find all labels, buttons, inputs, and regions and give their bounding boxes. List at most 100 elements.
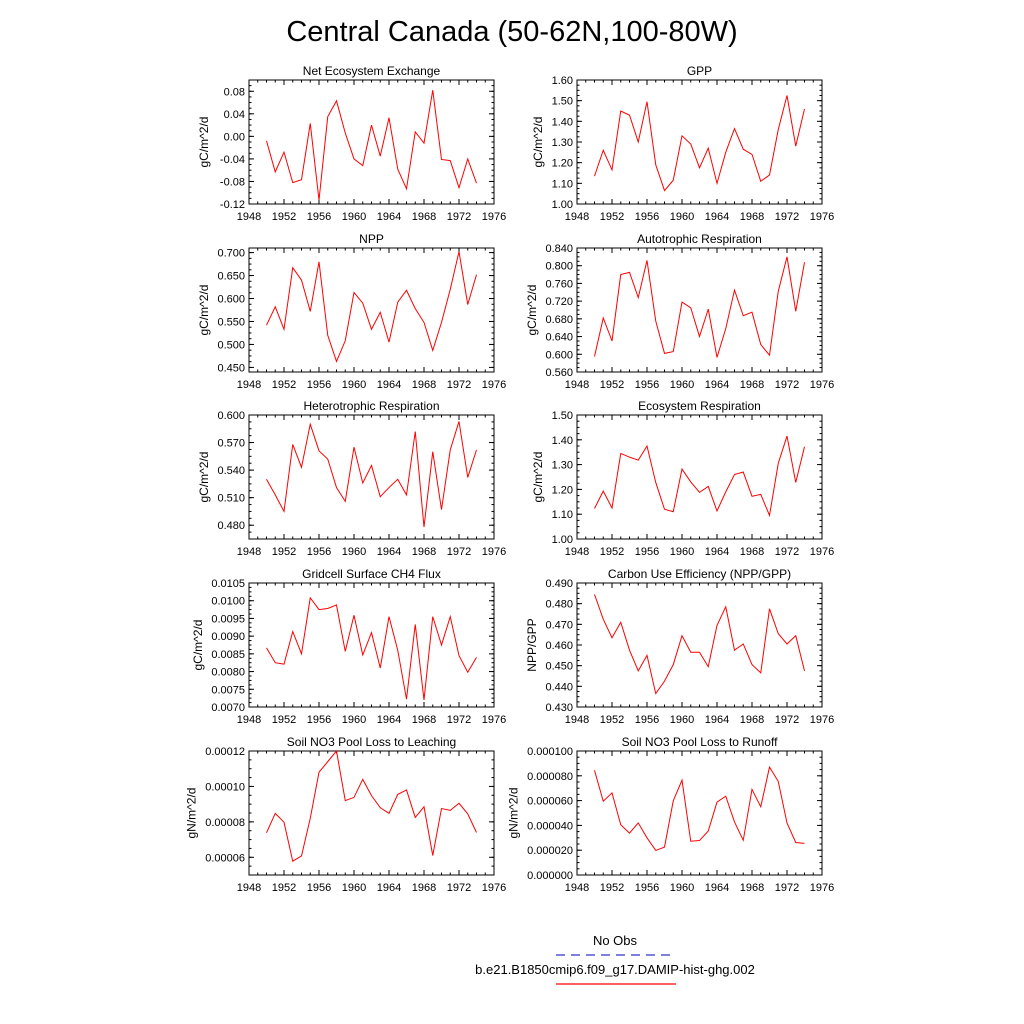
x-tick-label: 1968 bbox=[412, 714, 436, 726]
y-tick-label: 0.430 bbox=[545, 702, 573, 714]
y-tick-label: 0.470 bbox=[545, 619, 573, 631]
plot-frame bbox=[248, 750, 495, 876]
panel-title: NPP bbox=[359, 232, 384, 246]
x-tick-label: 1952 bbox=[600, 211, 624, 223]
y-tick-label: 1.30 bbox=[552, 137, 573, 149]
y-axis-label: gC/m^2/d bbox=[531, 452, 545, 503]
plot-frame bbox=[576, 414, 823, 540]
y-tick-label: 0.04 bbox=[224, 109, 245, 121]
plot-frame bbox=[248, 582, 495, 708]
series-line bbox=[594, 256, 805, 358]
y-tick-label: 0.0100 bbox=[211, 596, 245, 608]
x-tick-label: 1964 bbox=[705, 714, 729, 726]
y-tick-label: 0.00012 bbox=[205, 746, 245, 758]
y-tick-label: 0.510 bbox=[217, 493, 245, 505]
plot-frame bbox=[248, 79, 495, 205]
x-tick-label: 1960 bbox=[670, 882, 694, 894]
y-tick-label: 0.450 bbox=[545, 661, 573, 673]
x-tick-label: 1976 bbox=[810, 882, 834, 894]
y-tick-label: 0.550 bbox=[217, 316, 245, 328]
y-tick-label: 0.600 bbox=[217, 294, 245, 306]
y-axis-label: gC/m^2/d bbox=[191, 620, 205, 671]
x-tick-label: 1964 bbox=[377, 379, 401, 391]
x-tick-label: 1976 bbox=[482, 211, 506, 223]
panel-title: Soil NO3 Pool Loss to Runoff bbox=[622, 735, 779, 749]
x-tick-label: 1976 bbox=[810, 379, 834, 391]
y-tick-label: 0.000080 bbox=[527, 771, 573, 783]
panel-title: GPP bbox=[687, 64, 712, 78]
y-tick-label: 0.08 bbox=[224, 86, 245, 98]
series-line bbox=[266, 749, 477, 862]
y-tick-label: 1.60 bbox=[552, 75, 573, 87]
y-tick-label: 0.500 bbox=[217, 339, 245, 351]
y-tick-label: 0.0070 bbox=[211, 702, 245, 714]
legend-label-model-run: b.e21.B1850cmip6.f09_g17.DAMIP-hist-ghg.… bbox=[475, 962, 755, 977]
x-tick-label: 1948 bbox=[565, 211, 589, 223]
x-tick-label: 1972 bbox=[447, 379, 471, 391]
y-axis-label: gN/m^2/d bbox=[506, 788, 520, 839]
y-tick-label: 1.40 bbox=[552, 116, 573, 128]
x-tick-label: 1976 bbox=[810, 211, 834, 223]
x-tick-label: 1960 bbox=[670, 211, 694, 223]
x-tick-label: 1964 bbox=[705, 546, 729, 558]
y-tick-label: 0.840 bbox=[545, 243, 573, 255]
y-tick-label: 0.0075 bbox=[211, 684, 245, 696]
panel-6: Ecosystem Respiration 1948 1952 1956 1960 196… bbox=[531, 399, 834, 558]
figure-title: Central Canada (50-62N,100-80W) bbox=[286, 16, 737, 48]
y-tick-label: 0.600 bbox=[545, 349, 573, 361]
x-tick-label: 1952 bbox=[272, 882, 296, 894]
x-tick-label: 1972 bbox=[447, 714, 471, 726]
y-tick-label: 0.720 bbox=[545, 296, 573, 308]
x-tick-label: 1968 bbox=[412, 882, 436, 894]
x-tick-label: 1976 bbox=[810, 546, 834, 558]
y-tick-label: -0.12 bbox=[220, 199, 245, 211]
y-tick-label: 0.000100 bbox=[527, 746, 573, 758]
x-tick-label: 1948 bbox=[565, 546, 589, 558]
x-tick-label: 1956 bbox=[635, 379, 659, 391]
panel-title: Soil NO3 Pool Loss to Leaching bbox=[287, 735, 456, 749]
x-tick-label: 1964 bbox=[705, 379, 729, 391]
x-tick-label: 1968 bbox=[740, 882, 764, 894]
panel-title: Net Ecosystem Exchange bbox=[303, 64, 441, 78]
plot-frame bbox=[576, 79, 823, 205]
x-tick-label: 1972 bbox=[447, 882, 471, 894]
y-tick-label: 0.480 bbox=[545, 599, 573, 611]
x-tick-label: 1960 bbox=[670, 546, 694, 558]
y-tick-label: 0.0105 bbox=[211, 578, 245, 590]
y-tick-label: -0.04 bbox=[220, 154, 245, 166]
y-tick-label: 0.000000 bbox=[527, 870, 573, 882]
x-tick-label: 1960 bbox=[342, 211, 366, 223]
y-tick-label: 0.460 bbox=[545, 640, 573, 652]
x-tick-label: 1952 bbox=[600, 546, 624, 558]
x-tick-label: 1952 bbox=[600, 882, 624, 894]
x-tick-label: 1968 bbox=[412, 379, 436, 391]
y-axis-label: gC/m^2/d bbox=[531, 117, 545, 168]
y-tick-label: 1.50 bbox=[552, 410, 573, 422]
y-tick-label: 0.700 bbox=[217, 248, 245, 260]
x-tick-label: 1960 bbox=[342, 379, 366, 391]
x-tick-label: 1956 bbox=[635, 714, 659, 726]
y-tick-label: 0.480 bbox=[217, 520, 245, 532]
y-tick-label: 0.440 bbox=[545, 681, 573, 693]
x-tick-label: 1952 bbox=[272, 546, 296, 558]
x-tick-label: 1952 bbox=[272, 211, 296, 223]
y-axis-label: gC/m^2/d bbox=[197, 117, 211, 168]
y-tick-label: 0.0090 bbox=[211, 631, 245, 643]
y-tick-label: 1.10 bbox=[552, 178, 573, 190]
x-tick-label: 1972 bbox=[775, 379, 799, 391]
panels-group: Net Ecosystem Exchange 1948 1952 1956 1960 19… bbox=[185, 64, 835, 894]
x-tick-label: 1972 bbox=[447, 546, 471, 558]
series-line bbox=[594, 95, 805, 192]
panel-7: Gridcell Surface CH4 Flux 1948 1952 1956 196… bbox=[191, 567, 506, 726]
y-tick-label: 1.50 bbox=[552, 96, 573, 108]
y-tick-label: 1.20 bbox=[552, 484, 573, 496]
series-line bbox=[266, 421, 477, 528]
x-tick-label: 1948 bbox=[565, 882, 589, 894]
x-tick-label: 1968 bbox=[412, 546, 436, 558]
y-axis-label: NPP/GPP bbox=[525, 618, 539, 671]
x-tick-label: 1976 bbox=[482, 546, 506, 558]
y-tick-label: 0.640 bbox=[545, 332, 573, 344]
x-tick-label: 1956 bbox=[307, 211, 331, 223]
x-tick-label: 1948 bbox=[237, 714, 261, 726]
